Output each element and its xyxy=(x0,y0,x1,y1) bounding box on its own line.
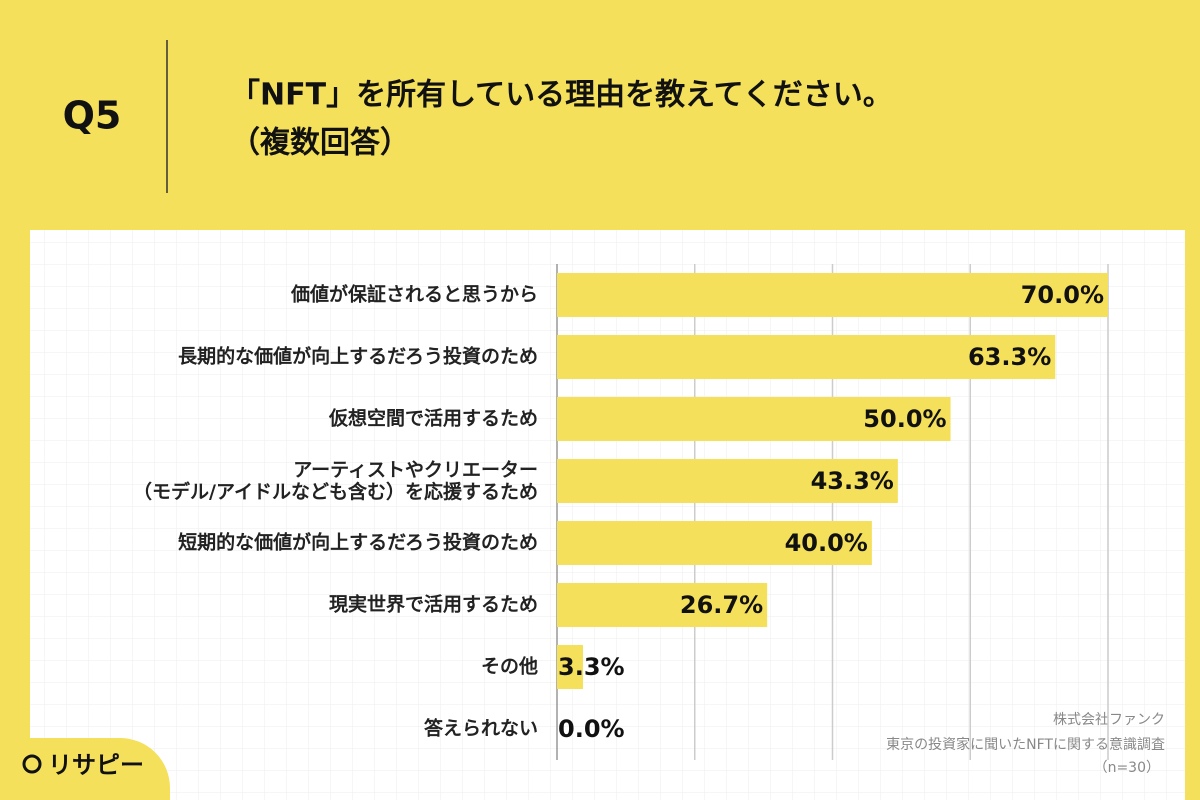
category-label: 答えられない xyxy=(424,717,538,740)
bar xyxy=(557,521,872,565)
bar xyxy=(557,583,768,627)
value-label: 43.3% xyxy=(811,467,894,495)
category-label: 仮想空間で活用するため xyxy=(328,407,538,430)
bar xyxy=(557,397,951,441)
bar xyxy=(557,273,1108,317)
value-label: 63.3% xyxy=(968,343,1051,371)
category-label: その他 xyxy=(481,655,538,678)
panel-grid xyxy=(30,230,1185,800)
bar xyxy=(557,335,1056,379)
value-label: 40.0% xyxy=(785,529,868,557)
question-number: Q5 xyxy=(63,94,122,138)
source: 東京の投資家に聞いたNFTに関する意識調査 xyxy=(886,736,1165,753)
logo-badge xyxy=(0,738,170,800)
value-label: 26.7% xyxy=(680,591,763,619)
value-label: 70.0% xyxy=(1021,281,1104,309)
source: 株式会社ファンク xyxy=(1053,712,1165,728)
source: （n=30） xyxy=(1094,760,1160,776)
value-label: 3.3% xyxy=(558,653,625,681)
value-label: 50.0% xyxy=(863,405,946,433)
category-label: 現実世界で活用するため xyxy=(329,593,538,616)
category-label: アーティストやクリエーター（モデル/アイドルなども含む）を応援するため xyxy=(133,459,538,503)
value-label: 0.0% xyxy=(558,715,625,743)
logo: リサピー xyxy=(48,751,144,779)
category-label: 短期的な価値が向上するだろう投資のため xyxy=(178,531,538,554)
bar xyxy=(557,459,898,503)
bar xyxy=(557,645,583,689)
category-label: 価値が保証されると思うから xyxy=(290,283,538,306)
title: 「NFT」を所有している理由を教えてください。 xyxy=(230,78,893,113)
logo-icon xyxy=(22,754,42,774)
category-label: 長期的な価値が向上するだろう投資のため xyxy=(178,345,538,368)
title: （複数回答） xyxy=(230,126,410,161)
